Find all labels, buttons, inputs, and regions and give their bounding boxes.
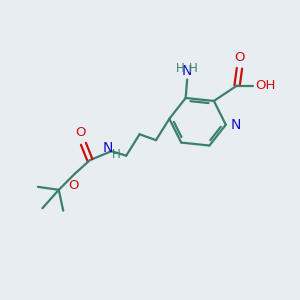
Text: OH: OH xyxy=(255,79,275,92)
Text: N: N xyxy=(103,141,113,154)
Text: H: H xyxy=(176,62,185,75)
Text: O: O xyxy=(234,51,245,64)
Text: N: N xyxy=(230,118,241,132)
Text: N: N xyxy=(182,64,192,78)
Text: O: O xyxy=(75,126,86,139)
Text: H: H xyxy=(189,62,198,75)
Text: H: H xyxy=(112,148,121,161)
Text: O: O xyxy=(68,179,79,192)
